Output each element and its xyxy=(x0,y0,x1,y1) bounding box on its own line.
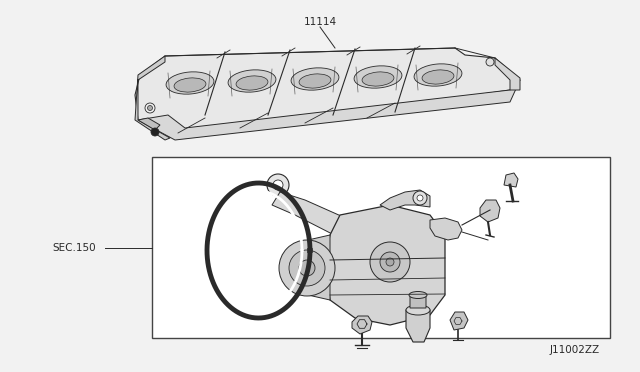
Circle shape xyxy=(386,258,394,266)
Ellipse shape xyxy=(354,66,402,88)
Ellipse shape xyxy=(228,70,276,92)
Circle shape xyxy=(380,252,400,272)
Circle shape xyxy=(145,103,155,113)
Ellipse shape xyxy=(406,305,430,315)
Circle shape xyxy=(267,174,289,196)
Circle shape xyxy=(413,191,427,205)
Ellipse shape xyxy=(414,64,462,86)
Ellipse shape xyxy=(291,68,339,90)
Polygon shape xyxy=(135,48,520,138)
Ellipse shape xyxy=(299,74,331,88)
Polygon shape xyxy=(450,312,468,330)
Ellipse shape xyxy=(166,72,214,94)
Circle shape xyxy=(289,250,325,286)
Polygon shape xyxy=(138,80,520,140)
Polygon shape xyxy=(380,190,430,210)
Text: J11002ZZ: J11002ZZ xyxy=(550,345,600,355)
Ellipse shape xyxy=(236,76,268,90)
Bar xyxy=(152,157,610,338)
Ellipse shape xyxy=(409,292,427,298)
Polygon shape xyxy=(504,173,518,187)
Polygon shape xyxy=(325,205,445,325)
Polygon shape xyxy=(430,218,462,240)
Polygon shape xyxy=(406,306,430,342)
Polygon shape xyxy=(300,235,330,300)
Polygon shape xyxy=(352,316,372,334)
Ellipse shape xyxy=(362,72,394,86)
Text: 11114: 11114 xyxy=(303,17,337,27)
Circle shape xyxy=(486,58,494,66)
Polygon shape xyxy=(480,200,500,222)
Circle shape xyxy=(151,128,159,136)
Ellipse shape xyxy=(422,70,454,84)
Circle shape xyxy=(273,180,283,190)
Circle shape xyxy=(147,106,152,110)
Circle shape xyxy=(279,240,335,296)
Polygon shape xyxy=(138,118,160,130)
Polygon shape xyxy=(135,56,170,140)
Circle shape xyxy=(370,242,410,282)
Circle shape xyxy=(417,195,423,201)
Text: SEC.150: SEC.150 xyxy=(52,243,95,253)
Circle shape xyxy=(299,260,315,276)
Polygon shape xyxy=(410,292,426,308)
Ellipse shape xyxy=(174,78,206,92)
Polygon shape xyxy=(495,58,520,90)
Polygon shape xyxy=(272,192,360,240)
